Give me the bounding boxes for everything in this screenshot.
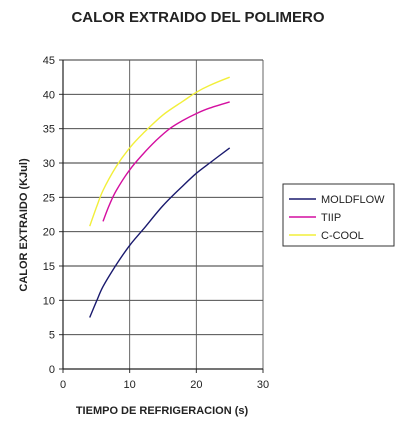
legend-label: TIIP — [321, 212, 341, 224]
tick-labels: 0 5 10 15 20 25 30 35 40 45 0 10 20 30 — [43, 55, 269, 391]
grid — [63, 59, 264, 369]
y-tick-label: 15 — [43, 261, 55, 273]
x-tick-label: 0 — [60, 379, 66, 391]
series-line-c-cool — [89, 76, 230, 227]
y-axis-label: CALOR EXTRAIDO (KJul) — [18, 158, 30, 292]
legend-label: C-COOL — [321, 230, 364, 242]
x-tick-label: 30 — [257, 379, 269, 391]
y-tick-label: 10 — [43, 295, 55, 307]
series-lines — [89, 76, 231, 318]
y-tick-label: 0 — [49, 364, 55, 376]
y-tick-label: 40 — [43, 89, 55, 101]
y-tick-label: 5 — [49, 330, 55, 342]
legend: MOLDFLOW TIIP C-COOL — [282, 183, 395, 247]
x-axis-label: TIEMPO DE REFRIGERACION (s) — [76, 405, 249, 417]
y-tick-label: 35 — [43, 124, 55, 136]
x-tick-label: 20 — [190, 379, 202, 391]
y-tick-label: 25 — [43, 192, 55, 204]
x-tick-label: 10 — [124, 379, 136, 391]
legend-label: MOLDFLOW — [321, 194, 385, 206]
axes — [59, 59, 264, 373]
series-line-moldflow — [89, 147, 231, 318]
y-tick-label: 30 — [43, 158, 55, 170]
y-tick-label: 20 — [43, 227, 55, 239]
series-line-tiip — [102, 101, 230, 222]
chart-title: CALOR EXTRAIDO DEL POLIMERO — [71, 9, 324, 26]
y-tick-label: 45 — [43, 55, 55, 67]
